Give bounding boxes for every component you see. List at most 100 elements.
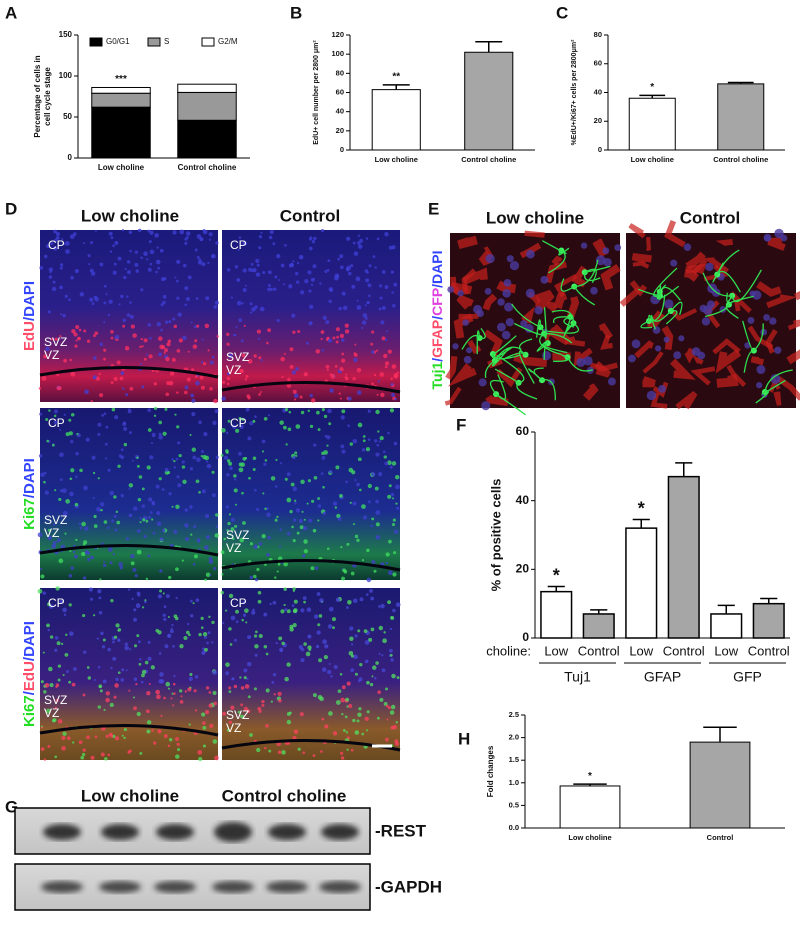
cell-speckle: [62, 607, 67, 613]
cell-speckle: [179, 229, 185, 235]
cell-speckle: [329, 388, 334, 393]
cell-speckle: [118, 303, 121, 306]
cell-speckle: [176, 425, 180, 429]
cell-speckle: [145, 577, 149, 581]
cell-speckle: [92, 614, 96, 617]
cell-speckle: [278, 698, 282, 703]
cell-speckle: [369, 682, 374, 687]
astrocyte: [619, 287, 641, 307]
cell-speckle: [226, 473, 230, 477]
astrocyte: [571, 265, 587, 288]
y-tick-label: 0: [68, 153, 73, 162]
cell-speckle: [275, 458, 278, 462]
nucleus: [678, 335, 685, 342]
cell-speckle: [111, 407, 116, 412]
cell-speckle: [396, 676, 400, 680]
row-label-part: CFP: [429, 288, 445, 316]
cell-speckle: [57, 678, 61, 682]
cell-speckle: [97, 589, 102, 594]
cell-speckle: [236, 300, 242, 306]
legend-swatch: [201, 37, 215, 47]
cell-speckle: [259, 391, 262, 394]
cell-speckle: [87, 254, 91, 258]
cell-speckle: [49, 635, 54, 639]
cell-speckle: [284, 608, 288, 612]
cell-speckle: [296, 280, 300, 284]
cell-speckle: [370, 472, 376, 477]
cell-speckle: [171, 458, 174, 461]
panel-letter: H: [458, 729, 470, 748]
cell-speckle: [283, 587, 287, 591]
astrocyte: [457, 235, 478, 250]
cell-speckle: [39, 412, 43, 416]
cell-speckle: [143, 251, 148, 256]
cell-speckle: [307, 409, 311, 413]
cell-speckle: [105, 691, 110, 696]
neurite: [566, 356, 593, 372]
neurite: [659, 285, 662, 301]
cell-speckle: [110, 381, 114, 385]
cell-speckle: [387, 600, 392, 605]
cell-speckle: [283, 603, 286, 607]
cell-speckle: [114, 334, 120, 340]
y-tick-label: 0.0: [509, 823, 519, 832]
cell-speckle: [193, 325, 197, 329]
cell-speckle: [124, 645, 129, 651]
cell-speckle: [284, 244, 287, 247]
astrocyte: [496, 280, 517, 294]
legend-label: G2/M: [218, 37, 238, 46]
bar: [710, 613, 743, 639]
cell-speckle: [184, 508, 189, 512]
cell-speckle: [53, 229, 57, 234]
cell-speckle: [235, 428, 240, 433]
cell-speckle: [258, 541, 263, 546]
cell-speckle: [381, 305, 386, 310]
cell-speckle: [82, 543, 86, 546]
cell-speckle: [388, 484, 392, 488]
cell-speckle: [42, 591, 46, 595]
cell-speckle: [181, 460, 185, 464]
neurite: [650, 310, 672, 322]
cell-speckle: [279, 647, 284, 652]
cell-speckle: [387, 431, 390, 435]
cell-speckle: [322, 485, 325, 489]
cell-speckle: [163, 734, 168, 738]
cell-speckle: [148, 683, 151, 686]
cell-speckle: [243, 676, 247, 680]
cell-speckle: [357, 629, 361, 633]
cell-speckle: [178, 689, 183, 693]
cell-speckle: [168, 575, 172, 580]
cell-speckle: [395, 502, 398, 505]
cell-speckle: [321, 349, 325, 352]
cell-speckle: [358, 488, 362, 492]
cell-speckle: [146, 691, 151, 696]
cell-speckle: [209, 360, 214, 365]
cell-speckle: [120, 494, 125, 498]
blot-band: [268, 824, 306, 840]
cell-speckle: [320, 750, 323, 753]
cell-speckle: [252, 419, 256, 423]
cell-speckle: [244, 684, 250, 689]
astrocyte: [634, 340, 654, 359]
cell-speckle: [212, 670, 217, 675]
cell-speckle: [171, 505, 174, 508]
cell-speckle: [70, 276, 74, 280]
cell-speckle: [141, 606, 145, 609]
cell-speckle: [379, 436, 384, 441]
astrocyte: [566, 296, 580, 319]
cell-speckle: [222, 380, 226, 384]
cell-speckle: [315, 644, 320, 649]
cell-speckle: [364, 640, 370, 645]
cell-speckle: [88, 587, 93, 592]
nucleus: [756, 365, 766, 375]
cell-speckle: [139, 345, 142, 349]
cell-speckle: [258, 634, 263, 639]
x-tick-label: Low choline: [98, 163, 145, 172]
cell-speckle: [187, 275, 192, 280]
y-axis-label: EdU+ cell number per 2800 μm²: [313, 40, 320, 145]
cell-speckle: [123, 442, 128, 447]
cell-speckle: [307, 634, 312, 639]
cell-speckle: [377, 690, 381, 694]
